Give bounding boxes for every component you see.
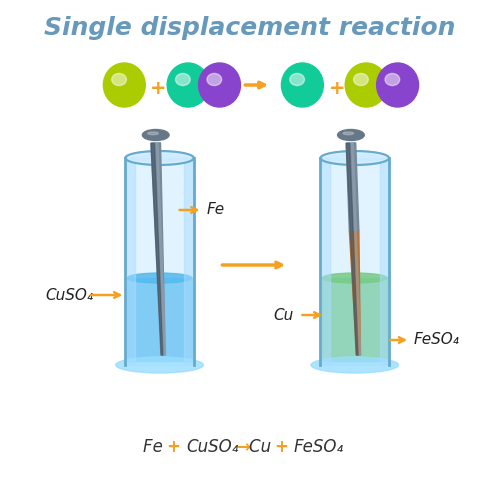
Polygon shape — [127, 278, 192, 361]
Ellipse shape — [338, 130, 364, 140]
Ellipse shape — [104, 63, 146, 107]
Polygon shape — [184, 158, 194, 365]
Text: FeSO₄: FeSO₄ — [294, 438, 344, 456]
Polygon shape — [126, 158, 194, 365]
Polygon shape — [156, 143, 166, 355]
Text: +: + — [168, 438, 187, 456]
Ellipse shape — [148, 132, 158, 134]
Ellipse shape — [128, 153, 191, 163]
Ellipse shape — [343, 132, 353, 134]
Ellipse shape — [282, 63, 324, 107]
Polygon shape — [320, 158, 389, 365]
Text: +: + — [275, 438, 294, 456]
Ellipse shape — [126, 151, 194, 165]
Polygon shape — [380, 158, 389, 365]
Text: Cu: Cu — [274, 308, 294, 322]
Text: CuSO₄: CuSO₄ — [46, 288, 94, 302]
Text: Single displacement reaction: Single displacement reaction — [44, 16, 456, 40]
Polygon shape — [346, 143, 358, 355]
Polygon shape — [350, 230, 360, 355]
Polygon shape — [320, 158, 330, 365]
Ellipse shape — [116, 357, 204, 373]
Text: CuSO₄: CuSO₄ — [186, 438, 238, 456]
Ellipse shape — [324, 153, 386, 163]
Text: +: + — [150, 78, 167, 98]
Text: Fe: Fe — [206, 202, 225, 218]
Ellipse shape — [322, 273, 387, 283]
Text: +: + — [330, 78, 346, 98]
Polygon shape — [352, 143, 361, 355]
Polygon shape — [346, 143, 359, 231]
Ellipse shape — [112, 74, 126, 86]
Ellipse shape — [354, 74, 368, 86]
Text: FeSO₄: FeSO₄ — [414, 332, 460, 347]
Ellipse shape — [320, 151, 389, 165]
Ellipse shape — [142, 130, 169, 140]
Ellipse shape — [127, 273, 192, 283]
Ellipse shape — [198, 63, 240, 107]
Ellipse shape — [311, 357, 398, 373]
Ellipse shape — [167, 63, 209, 107]
Polygon shape — [322, 278, 387, 361]
Ellipse shape — [376, 63, 418, 107]
Ellipse shape — [290, 74, 304, 86]
Polygon shape — [126, 158, 135, 365]
Text: Fe: Fe — [144, 438, 169, 456]
Polygon shape — [151, 143, 165, 355]
Ellipse shape — [207, 74, 222, 86]
Text: Cu: Cu — [249, 438, 276, 456]
Ellipse shape — [385, 74, 400, 86]
Ellipse shape — [176, 74, 190, 86]
Ellipse shape — [345, 63, 387, 107]
Polygon shape — [151, 143, 163, 355]
Text: →: → — [236, 438, 250, 456]
